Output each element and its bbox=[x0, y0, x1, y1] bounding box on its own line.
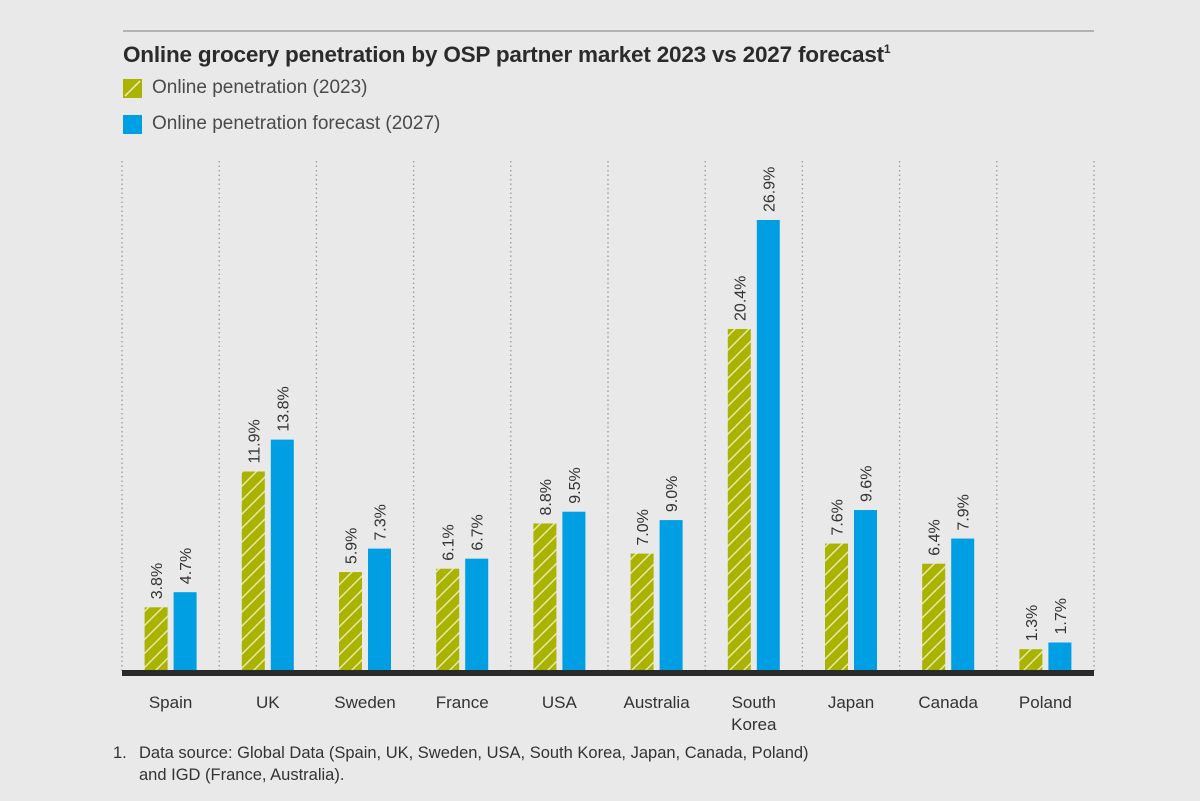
value-label: 13.8% bbox=[275, 386, 292, 431]
bar-2023-france bbox=[436, 568, 460, 671]
category-label: Korea bbox=[731, 715, 777, 734]
category-label: Canada bbox=[918, 693, 978, 712]
bar-2027-uk bbox=[270, 439, 294, 671]
category-label: Australia bbox=[624, 693, 691, 712]
value-label: 7.9% bbox=[956, 494, 973, 530]
category-label: Poland bbox=[1019, 693, 1072, 712]
value-label: 20.4% bbox=[732, 276, 749, 321]
value-label: 11.9% bbox=[246, 419, 263, 463]
value-label: 1.7% bbox=[1053, 598, 1070, 634]
bar-2027-usa bbox=[562, 511, 586, 671]
value-label: 1.3% bbox=[1024, 605, 1041, 641]
value-label: 9.5% bbox=[567, 467, 584, 503]
bar-2023-sweden bbox=[339, 572, 362, 671]
footnote-line-2: and IGD (France, Australia). bbox=[139, 766, 345, 784]
bar-2023-japan bbox=[825, 543, 848, 671]
category-label: Japan bbox=[828, 693, 874, 712]
value-label: 9.0% bbox=[664, 476, 681, 512]
bar-2023-poland bbox=[1019, 649, 1043, 671]
category-label: South bbox=[732, 693, 776, 712]
bar-2023-australia bbox=[630, 553, 654, 671]
value-label: 4.7% bbox=[178, 548, 195, 584]
value-label: 6.4% bbox=[927, 519, 944, 555]
footnote: 1. Data source: Global Data (Spain, UK, S… bbox=[113, 742, 809, 786]
bar-2027-canada bbox=[951, 538, 975, 671]
category-label: USA bbox=[542, 693, 578, 712]
value-label: 8.8% bbox=[538, 479, 555, 515]
bar-2027-south-korea bbox=[756, 220, 780, 671]
value-label: 7.6% bbox=[830, 499, 847, 535]
legend-label: Online penetration forecast (2027) bbox=[152, 113, 441, 134]
bar-2027-france bbox=[465, 558, 489, 671]
legend-label: Online penetration (2023) bbox=[152, 77, 368, 98]
legend-swatch-hatched bbox=[123, 78, 142, 98]
value-label: 5.9% bbox=[344, 528, 361, 564]
bar-2023-usa bbox=[533, 523, 557, 671]
category-label: France bbox=[436, 693, 489, 712]
bar-2027-australia bbox=[659, 520, 683, 671]
category-label: Spain bbox=[149, 693, 192, 712]
legend-item-2023: Online penetration (2023) bbox=[123, 77, 367, 99]
bar-2027-spain bbox=[173, 592, 197, 671]
footnote-number: 1. bbox=[113, 744, 127, 762]
bar-2023-uk bbox=[241, 471, 265, 671]
bar-2027-sweden bbox=[368, 548, 391, 671]
value-label: 6.1% bbox=[441, 524, 458, 560]
top-rule bbox=[123, 30, 1094, 32]
legend-item-2027: Online penetration forecast (2027) bbox=[123, 113, 440, 135]
category-label: Sweden bbox=[334, 693, 395, 712]
value-label: 6.7% bbox=[470, 514, 487, 550]
chart-title: Online grocery penetration by OSP partne… bbox=[123, 42, 891, 67]
bar-2023-spain bbox=[144, 607, 168, 671]
footnote-marker: 1 bbox=[883, 42, 891, 56]
value-label: 3.8% bbox=[149, 563, 166, 599]
footnote-line-1: Data source: Global Data (Spain, UK, Swe… bbox=[139, 744, 809, 762]
bar-2027-japan bbox=[854, 510, 877, 671]
value-label: 7.0% bbox=[635, 509, 652, 545]
bar-2027-poland bbox=[1048, 642, 1072, 671]
value-label: 9.6% bbox=[859, 466, 876, 502]
category-label: UK bbox=[256, 693, 280, 712]
bar-2023-canada bbox=[922, 563, 946, 671]
value-label: 7.3% bbox=[373, 504, 390, 540]
bar-2023-south-korea bbox=[727, 328, 751, 671]
x-axis-baseline bbox=[122, 670, 1094, 676]
legend-swatch-solid bbox=[123, 114, 142, 134]
value-label: 26.9% bbox=[761, 167, 778, 212]
